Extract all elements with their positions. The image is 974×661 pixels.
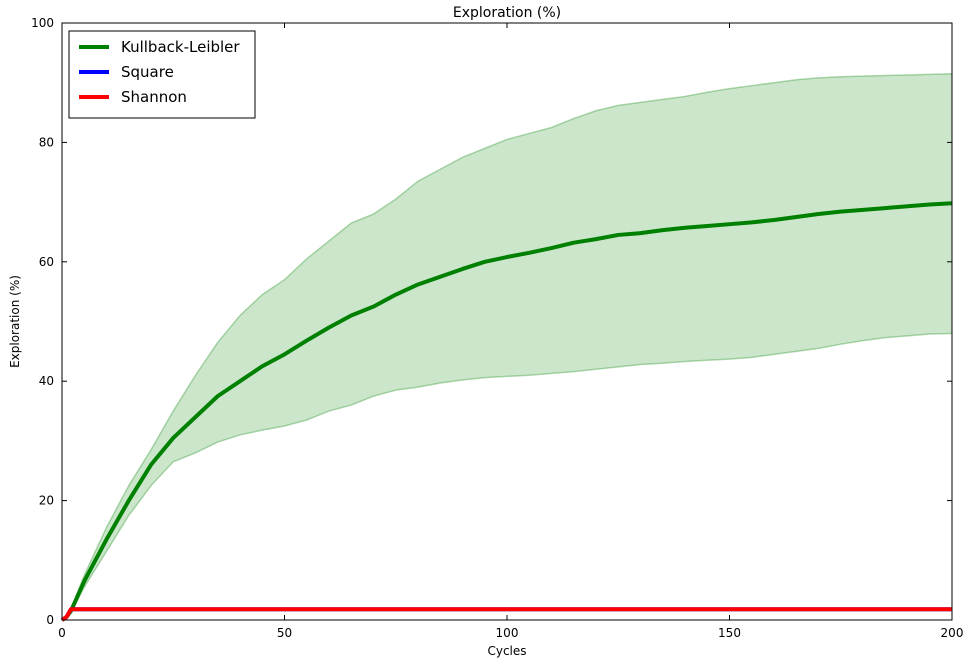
legend-label-1: Square [121,63,174,81]
y-tick-label-4: 80 [39,135,54,149]
confidence-band-layer [61,72,953,621]
y-tick-label-3: 60 [39,255,54,269]
x-tick-label-1: 50 [277,626,292,640]
series-line-2 [60,607,952,622]
legend-items: Kullback-Leibler Square Shannon [79,38,240,106]
legend: Kullback-Leibler Square Shannon [68,30,256,119]
x-tick-label-4: 200 [941,626,964,640]
axis-ticks-layer: 0 50 100 150 200 0 20 40 60 80 100 [31,16,963,640]
x-axis-label: Cycles [487,644,526,658]
y-tick-label-1: 20 [39,494,54,508]
x-tick-label-0: 0 [58,626,66,640]
series-line-0 [60,201,953,622]
y-tick-label-0: 0 [46,613,54,627]
legend-label-2: Shannon [121,88,187,106]
y-axis-label: Exploration (%) [8,275,22,368]
band-lower-edge-0 [61,332,953,621]
band-upper-edge-0 [61,72,953,621]
y-tick-label-2: 40 [39,374,54,388]
chart-title: Exploration (%) [453,5,561,21]
confidence-band-0 [62,73,952,621]
series-lines-layer [60,201,953,622]
x-tick-label-3: 150 [718,626,741,640]
y-tick-label-5: 100 [31,16,54,30]
legend-label-0: Kullback-Leibler [121,38,240,56]
x-tick-label-2: 100 [496,626,519,640]
